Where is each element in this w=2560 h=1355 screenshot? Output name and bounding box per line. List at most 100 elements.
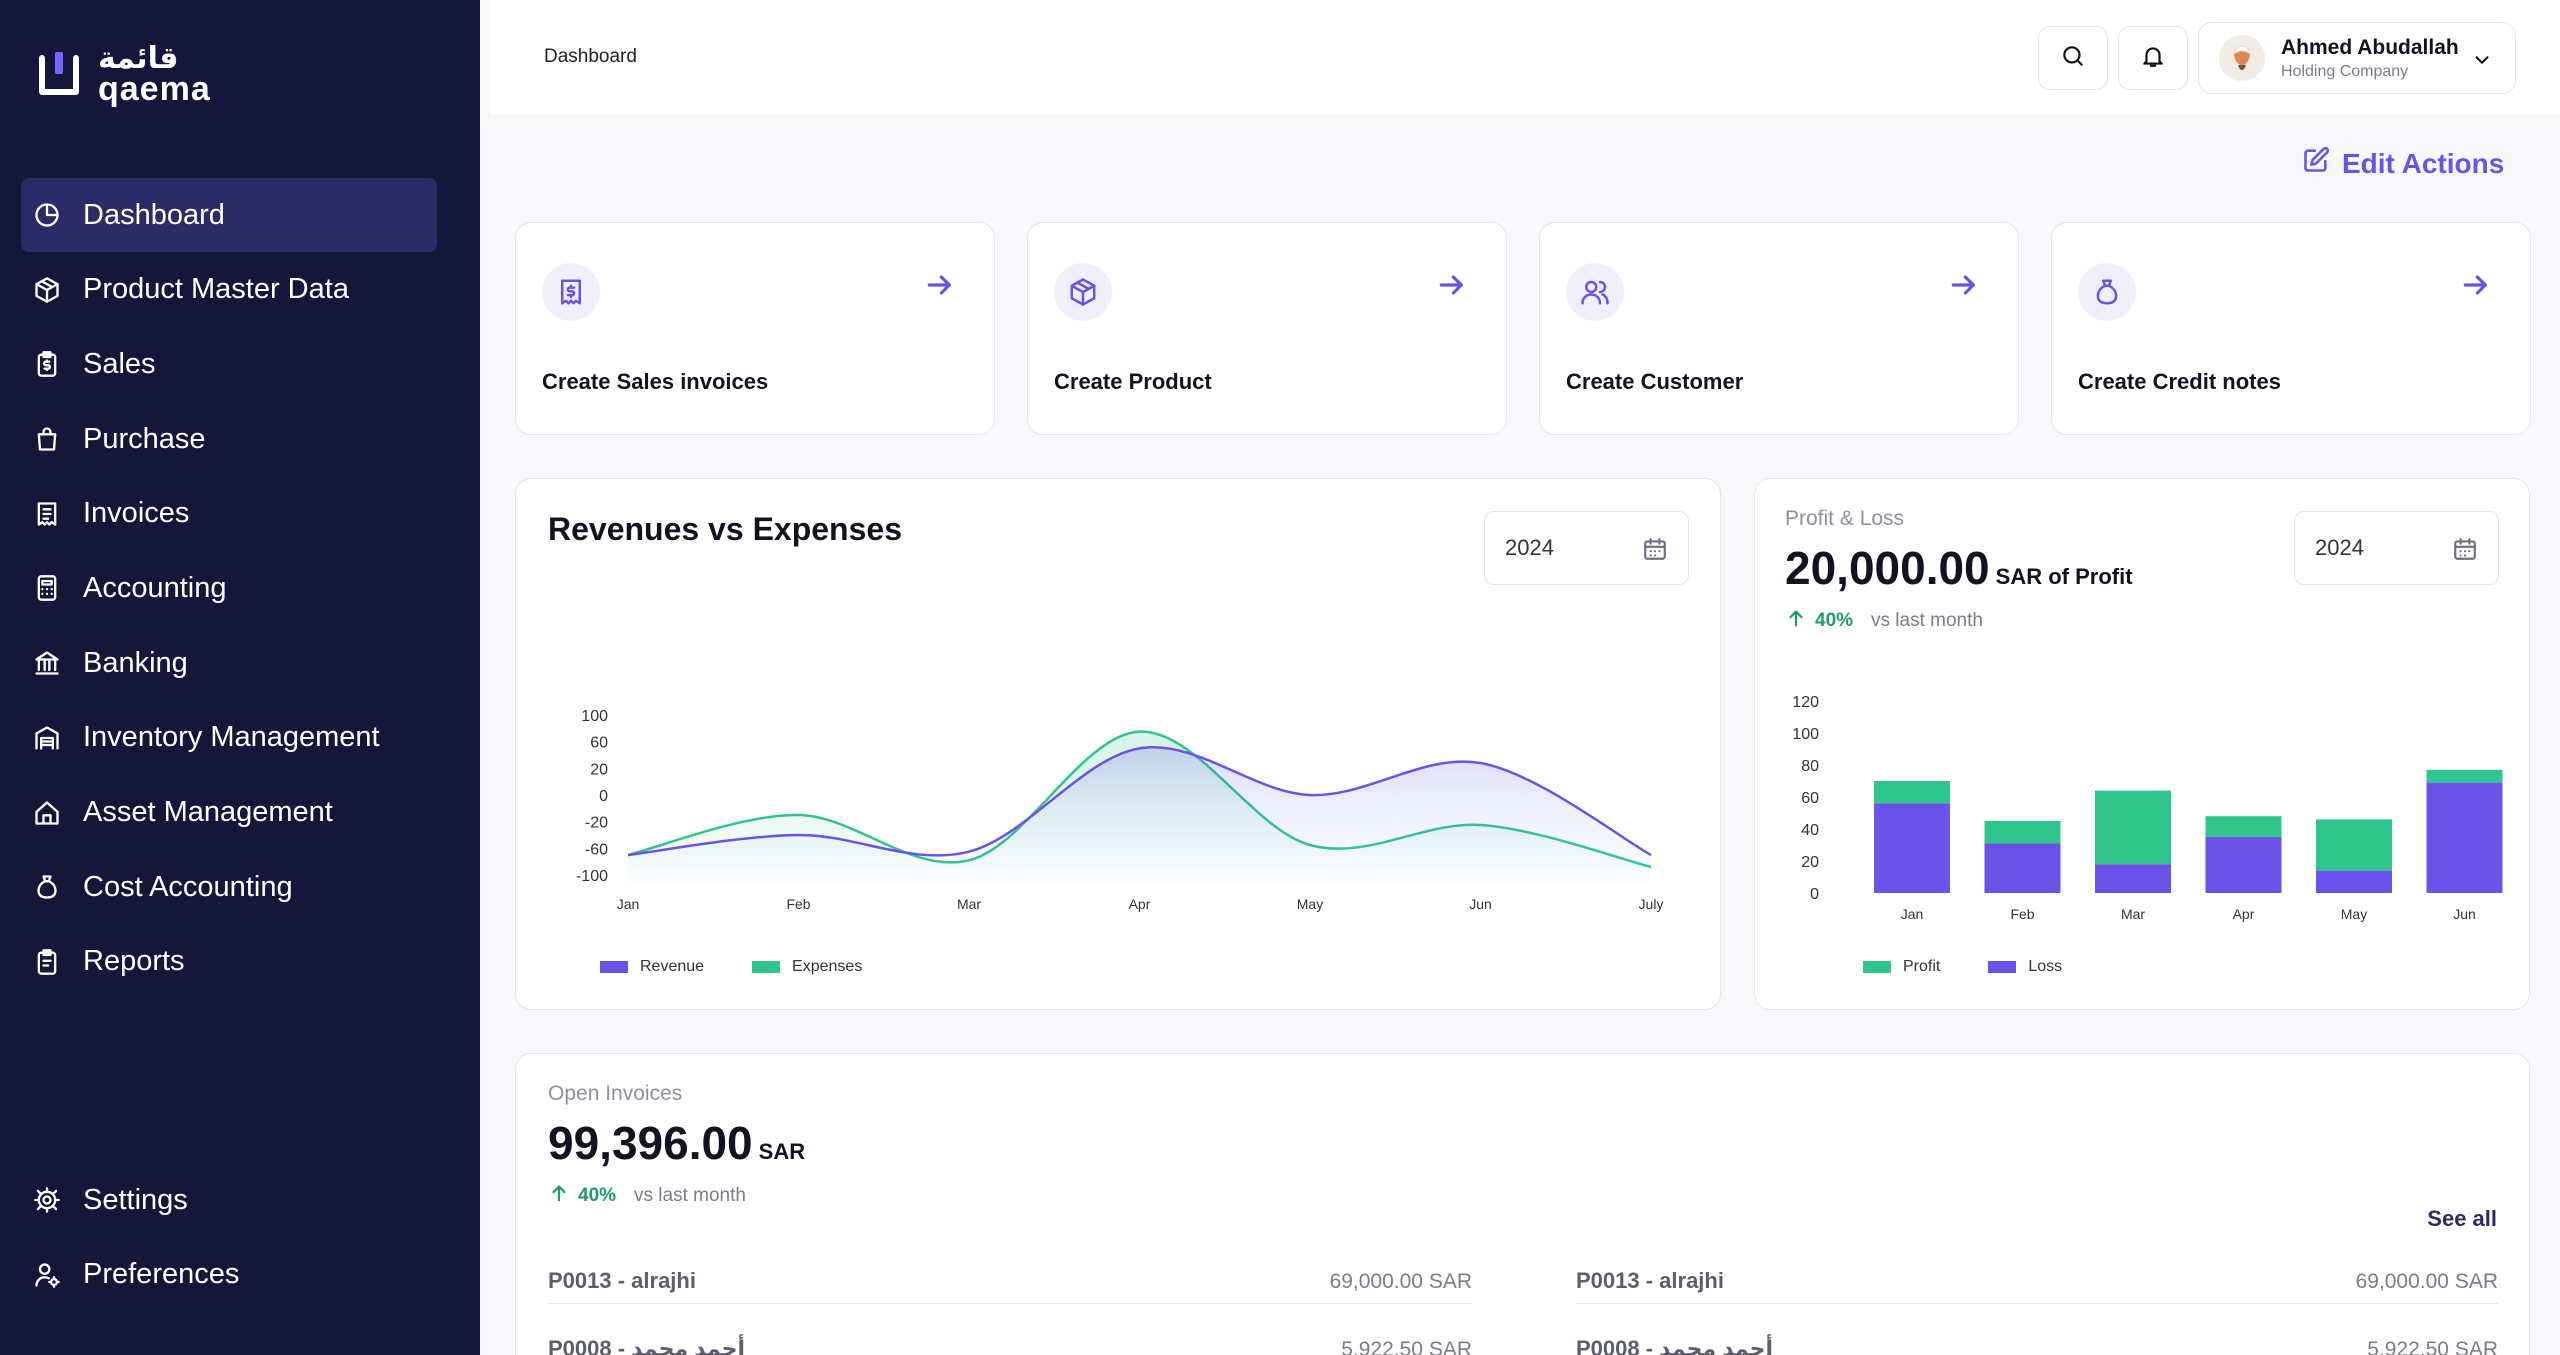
- y-tick-label: 60: [1801, 790, 1819, 807]
- sidebar: قائمة qaema Dashboard Product Master Dat…: [0, 0, 480, 1355]
- brand-latin: qaema: [98, 70, 211, 108]
- sidebar-item-settings[interactable]: Settings: [21, 1163, 437, 1237]
- sidebar-item-purchase[interactable]: Purchase: [21, 402, 437, 476]
- legend-label: Profit: [1903, 958, 1941, 975]
- action-card-create-product[interactable]: Create Product: [1027, 222, 1507, 435]
- arrow-up-icon: [548, 1182, 570, 1210]
- profit-value: 20,000.00: [1785, 542, 1990, 594]
- legend-label: Loss: [2028, 958, 2063, 975]
- edit-icon: [2302, 146, 2330, 181]
- edit-actions-label: Edit Actions: [2342, 147, 2505, 179]
- brand-logo[interactable]: قائمة qaema: [36, 44, 211, 106]
- see-all-link[interactable]: See all: [2427, 1206, 2497, 1231]
- invoice-amount: 69,000.00 SAR: [1329, 1270, 1472, 1293]
- bar-loss: [1984, 843, 2061, 893]
- calendar-icon: [1644, 538, 1666, 560]
- x-tick-label: May: [2341, 906, 2367, 922]
- sidebar-item-invoices[interactable]: Invoices: [21, 477, 437, 551]
- sidebar-item-accounting[interactable]: Accounting: [21, 551, 437, 625]
- x-tick-label: Mar: [957, 896, 981, 912]
- invoice-row[interactable]: P0013 - alrajhi 69,000.00 SAR: [1576, 1260, 2498, 1304]
- invoice-amount: 5,922.50 SAR: [2367, 1338, 2498, 1355]
- sidebar-item-sales[interactable]: Sales: [21, 327, 437, 401]
- sidebar-item-label: Settings: [83, 1183, 188, 1216]
- y-tick-label: 100: [581, 708, 608, 725]
- trend-percent: 40%: [578, 1185, 617, 1206]
- money-bag-icon: [33, 873, 61, 901]
- bar-loss: [1874, 803, 1950, 893]
- sidebar-item-inventory-management[interactable]: Inventory Management: [21, 701, 437, 775]
- sidebar-item-label: Accounting: [83, 571, 227, 604]
- sidebar-item-label: Sales: [83, 347, 156, 380]
- x-tick-label: May: [1297, 896, 1323, 912]
- series-line-revenue: [627, 745, 1652, 857]
- bar-profit: [2426, 769, 2503, 783]
- year-value: 2024: [1505, 535, 1554, 560]
- sidebar-item-label: Product Master Data: [83, 273, 349, 306]
- user-menu[interactable]: Ahmed Abudallah Holding Company: [2198, 22, 2516, 94]
- sidebar-item-dashboard[interactable]: Dashboard: [21, 178, 437, 252]
- x-tick-label: Jan: [617, 896, 640, 912]
- sidebar-item-label: Reports: [83, 945, 185, 978]
- sidebar-item-cost-accounting[interactable]: Cost Accounting: [21, 850, 437, 924]
- legend-item-expenses: Expenses: [752, 958, 862, 976]
- trend-percent: 40%: [1815, 610, 1854, 631]
- sidebar-item-label: Asset Management: [83, 796, 333, 828]
- notifications-button[interactable]: [2118, 26, 2188, 90]
- sidebar-item-reports[interactable]: Reports: [21, 925, 437, 999]
- sidebar-bottom-nav: Settings Preferences: [21, 1163, 437, 1312]
- arrow-right-icon: [2460, 269, 2492, 301]
- action-label: Create Sales invoices: [542, 369, 769, 394]
- line-chart-legend: Revenue Expenses: [600, 958, 862, 976]
- search-button[interactable]: [2038, 26, 2108, 90]
- legend-label: Expenses: [792, 958, 863, 975]
- y-tick-label: 0: [599, 788, 608, 805]
- x-tick-label: Apr: [1129, 896, 1151, 912]
- sidebar-item-product-master-data[interactable]: Product Master Data: [21, 253, 437, 327]
- y-tick-label: -100: [576, 868, 608, 885]
- year-select[interactable]: 2024: [1484, 511, 1689, 585]
- open-invoices-unit: SAR: [758, 1139, 806, 1164]
- sidebar-item-banking[interactable]: Banking: [21, 626, 437, 700]
- sidebar-item-preferences[interactable]: Preferences: [21, 1238, 437, 1312]
- sidebar-nav: Dashboard Product Master Data Sales Purc…: [21, 178, 437, 1000]
- profit-loss-label: Profit & Loss: [1785, 507, 1905, 530]
- edit-actions-button[interactable]: Edit Actions: [2302, 146, 2504, 181]
- profit-trend: 40% vs last month: [1785, 607, 1983, 635]
- legend-item-loss: Loss: [1988, 958, 2062, 976]
- breadcrumb[interactable]: Dashboard: [544, 46, 637, 67]
- invoice-row[interactable]: P0008 - أحمد محمد 5,922.50 SAR: [1576, 1328, 2498, 1355]
- sidebar-item-asset-management[interactable]: Asset Management: [21, 776, 437, 850]
- invoice-amount: 5,922.50 SAR: [1341, 1338, 1472, 1355]
- legend-swatch: [1988, 961, 2017, 973]
- gear-icon: [33, 1186, 61, 1214]
- invoice-name: P0013 - alrajhi: [548, 1268, 696, 1293]
- year-select[interactable]: 2024: [2294, 511, 2499, 585]
- top-bar: Dashboard Ahmed Abudallah Holding Compan…: [490, 0, 2560, 115]
- y-tick-label: 60: [590, 735, 608, 752]
- action-card-create-credit-notes[interactable]: Create Credit notes: [2051, 222, 2531, 435]
- y-tick-label: -60: [585, 841, 608, 858]
- invoice-row[interactable]: P0013 - alrajhi 69,000.00 SAR: [548, 1260, 1472, 1304]
- invoice-row[interactable]: P0008 - أحمد محمد 5,922.50 SAR: [548, 1328, 1472, 1355]
- bar-loss: [2316, 870, 2392, 893]
- user-company: Holding Company: [2281, 62, 2409, 80]
- profit-loss-panel: Profit & Loss 20,000.00 SAR of Profit 40…: [1754, 478, 2530, 1010]
- series-area-revenue: [628, 747, 1651, 885]
- action-label: Create Product: [1054, 369, 1212, 394]
- trend-text: vs last month: [634, 1185, 746, 1206]
- y-tick-label: 20: [1801, 854, 1819, 871]
- bar-loss: [2205, 837, 2282, 893]
- invoice-name: P0008 - أحمد محمد: [548, 1336, 746, 1355]
- action-card-create-customer[interactable]: Create Customer: [1539, 222, 2019, 435]
- clipboard-report-icon: [33, 948, 61, 976]
- bar-profit: [2095, 790, 2171, 865]
- warehouse-icon: [33, 724, 61, 752]
- sidebar-item-label: Cost Accounting: [83, 870, 293, 903]
- year-value: 2024: [2315, 535, 2364, 560]
- legend-swatch: [600, 961, 628, 973]
- sidebar-item-label: Preferences: [83, 1258, 240, 1291]
- invoice-name: P0013 - alrajhi: [1576, 1268, 1724, 1293]
- action-card-create-sales-invoices[interactable]: Create Sales invoices: [515, 222, 995, 435]
- open-invoices-value: 99,396.00: [548, 1117, 753, 1169]
